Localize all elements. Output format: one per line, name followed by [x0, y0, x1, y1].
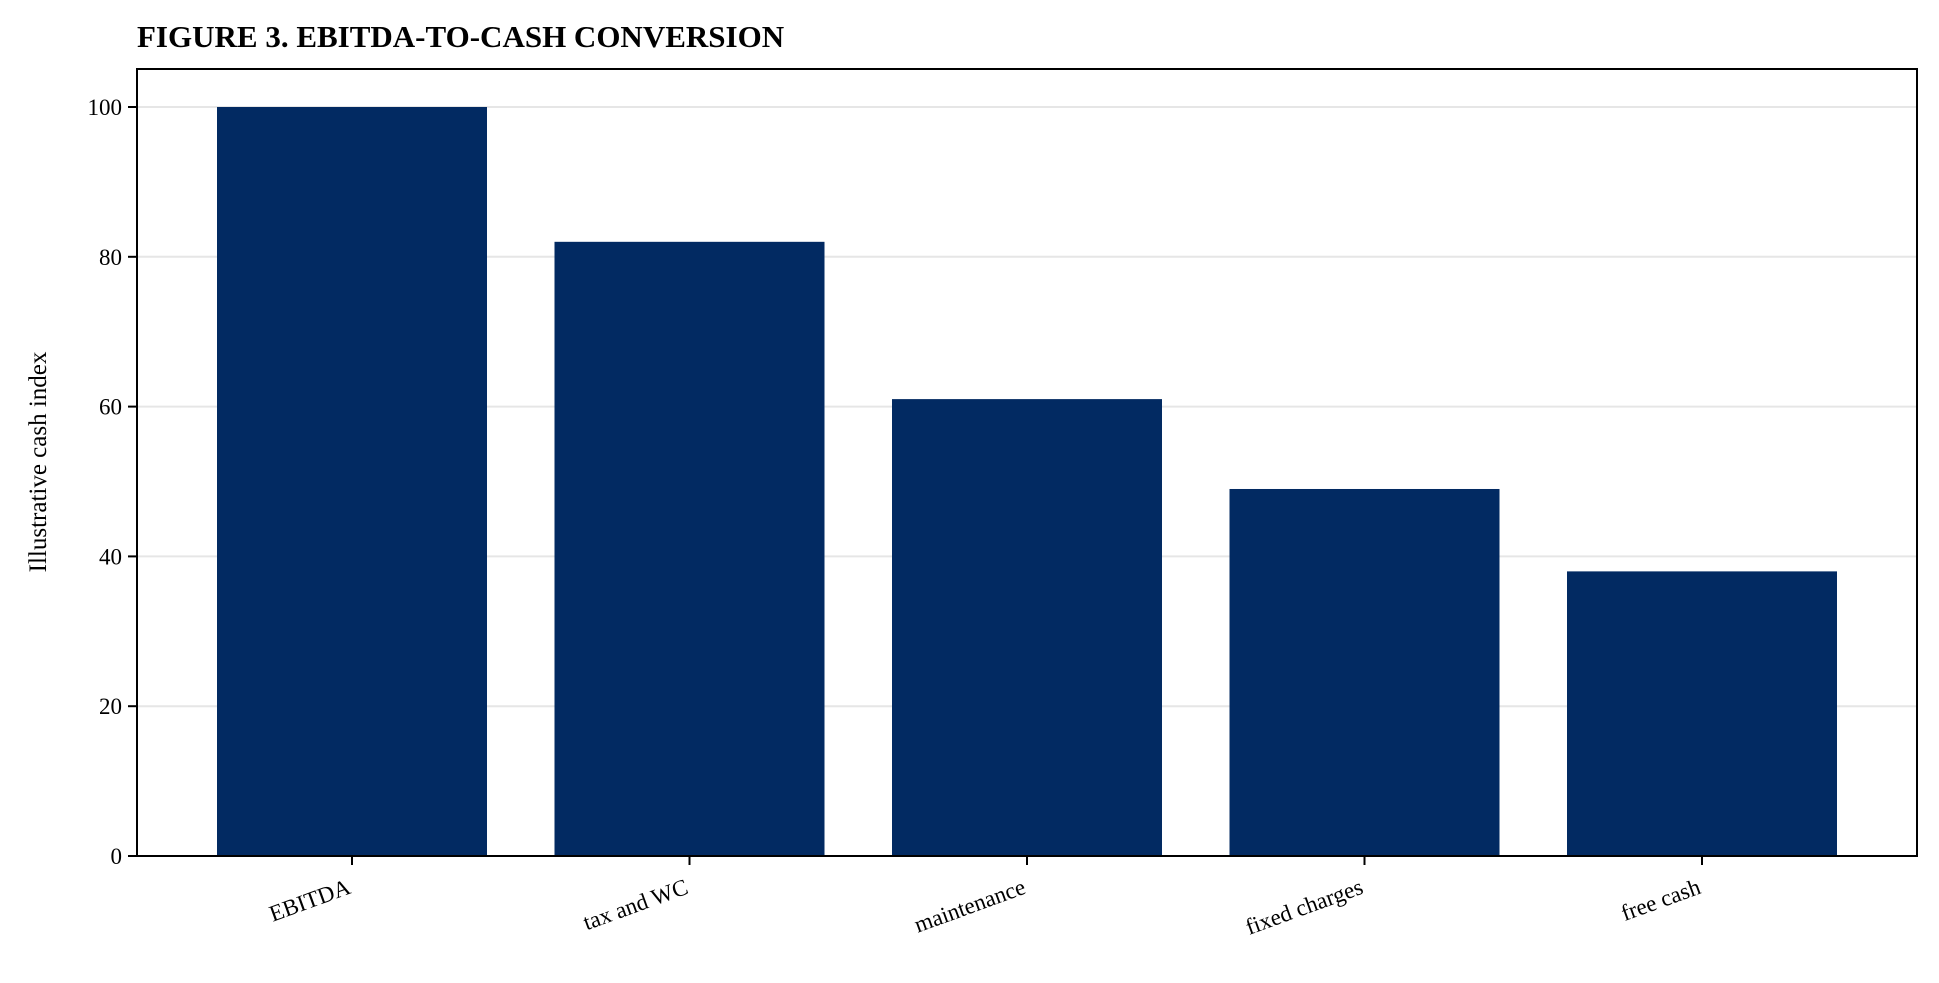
x-tick-label: free cash: [1618, 874, 1704, 926]
y-tick-label: 80: [99, 245, 122, 270]
x-tick-label: EBITDA: [266, 874, 354, 926]
chart-title: FIGURE 3. EBITDA-TO-CASH CONVERSION: [137, 19, 784, 54]
y-tick-label: 0: [111, 844, 123, 869]
bars: [217, 107, 1837, 856]
y-tick-label: 100: [88, 95, 123, 120]
x-tick-label: maintenance: [911, 874, 1029, 937]
y-tick-label: 20: [99, 694, 122, 719]
bar-maintenance: [892, 399, 1162, 856]
y-axis-label: Illustrative cash index: [25, 351, 52, 572]
x-axis-ticks: EBITDA tax and WC maintenance fixed charges…: [266, 856, 1704, 940]
x-tick-label: tax and WC: [580, 874, 691, 935]
bar-ebitda: [217, 107, 487, 856]
y-tick-label: 40: [99, 544, 122, 569]
bar-tax-and-wc: [554, 241, 825, 856]
y-tick-label: 60: [99, 395, 122, 420]
bar-free-cash: [1567, 571, 1837, 856]
bar-fixed-charges: [1229, 488, 1500, 856]
x-tick-label: fixed charges: [1242, 874, 1366, 940]
y-axis-ticks: 0 20 40 60 80 100: [88, 95, 137, 869]
